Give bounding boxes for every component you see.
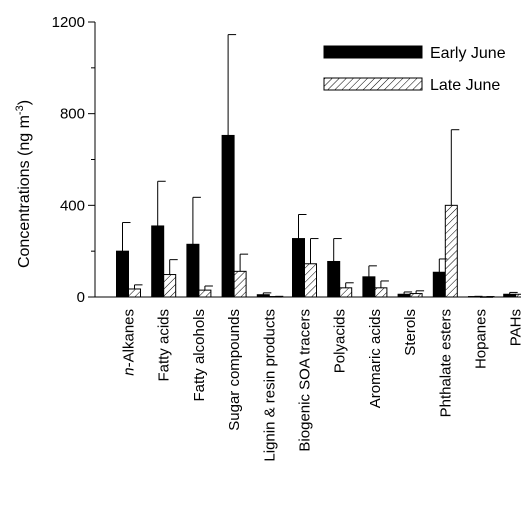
x-tick-label: Phthalate esters <box>437 309 454 417</box>
bar-late-june <box>233 270 247 298</box>
x-tick-label: Aromaric acids <box>367 309 384 408</box>
x-tick-label: Sugar compounds <box>226 309 243 431</box>
bar-late-june <box>163 274 177 298</box>
y-tick-label: 800 <box>60 106 85 123</box>
legend-swatch-early-june <box>323 45 423 59</box>
y-tick-label: 400 <box>60 197 85 214</box>
bar-early-june <box>292 238 305 298</box>
bar-late-june <box>128 288 141 298</box>
x-tick-label: Hopanes <box>473 309 490 369</box>
x-tick-label: Polyacids <box>332 309 349 373</box>
bar-late-june <box>444 204 458 298</box>
bar-late-june <box>409 293 423 298</box>
x-tick-label: Sterols <box>402 309 419 356</box>
x-axis-labels: n-Alkanes Fatty acids Fatty alcohols Sugar … <box>121 309 521 462</box>
legend-label-late-june: Late June <box>430 77 500 94</box>
legend: Early June Late June <box>323 45 506 94</box>
bar-late-june <box>304 263 317 298</box>
bar-early-june <box>116 250 129 298</box>
x-tick-label: Lignin & resin products <box>261 309 278 462</box>
bar-early-june <box>186 243 200 298</box>
y-axis: 0 400 800 1200 <box>52 14 96 306</box>
legend-label-early-june: Early June <box>430 45 506 62</box>
bar-late-june <box>339 287 353 298</box>
bar-late-june <box>374 287 388 298</box>
x-tick-label: Fatty acids <box>156 309 173 382</box>
bars <box>95 134 521 298</box>
bar-early-june <box>151 225 165 298</box>
bar-late-june <box>198 289 212 298</box>
y-axis-title: Concentrations (ng m-3) <box>14 100 33 268</box>
bar-early-june <box>327 260 341 298</box>
bar-early-june <box>221 134 235 298</box>
legend-swatch-late-june <box>323 77 423 91</box>
y-tick-label: 0 <box>77 289 85 306</box>
x-tick-label: PAHs <box>508 309 521 346</box>
y-tick-label: 1200 <box>52 14 85 31</box>
bar-late-june <box>515 293 521 298</box>
x-tick-label: Fatty alcohols <box>191 309 208 402</box>
x-tick-label: n-Alkanes <box>121 309 138 376</box>
bar-early-june <box>362 276 376 298</box>
error-bars <box>122 34 518 298</box>
x-tick-label: Biogenic SOA tracers <box>297 309 314 452</box>
bar-early-june <box>432 271 446 298</box>
